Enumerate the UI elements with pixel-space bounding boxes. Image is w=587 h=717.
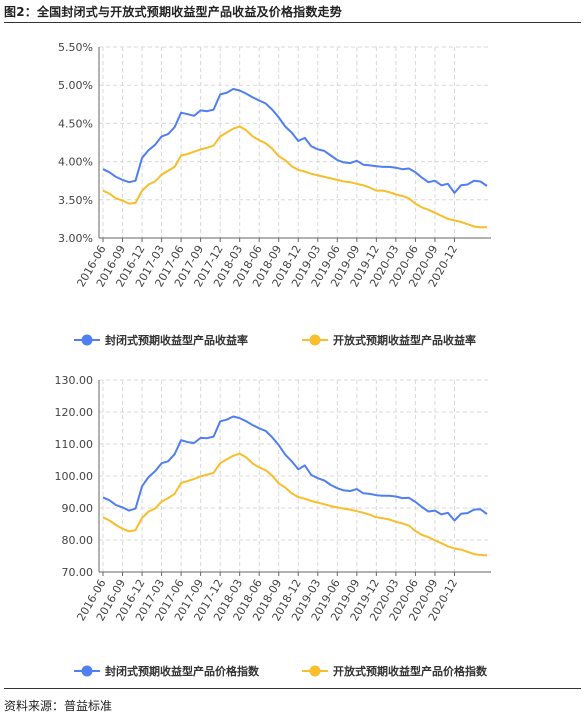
y-tick-label: 4.00% [58,156,93,169]
y-tick-label: 130.00 [55,374,94,387]
series-line-closed [102,88,488,194]
y-tick-label: 5.50% [58,41,93,54]
y-tick-label: 3.50% [58,194,93,207]
legend-label: 封闭式预期收益型产品价格指数 [105,664,260,678]
legend-item-open: 开放式预期收益型产品收益率 [302,333,476,347]
y-tick-label: 110.00 [55,438,94,451]
y-tick-label: 4.50% [58,117,93,130]
series-line-open [102,125,487,229]
legend-marker [81,334,93,346]
legend-marker [81,665,93,677]
legend-label: 开放式预期收益型产品价格指数 [333,664,488,678]
y-tick-label: 5.00% [58,79,93,92]
y-tick-label: 120.00 [55,406,94,419]
legend-marker [309,334,321,346]
y-tick-label: 100.00 [55,470,94,483]
legend-item-closed: 封闭式预期收益型产品价格指数 [74,664,260,678]
price-index-chart: 70.0080.0090.00100.00110.00120.00130.002… [55,374,491,678]
legend-label: 封闭式预期收益型产品收益率 [105,333,248,347]
y-tick-label: 70.00 [62,566,94,579]
y-tick-label: 80.00 [62,534,94,547]
yield-chart: 3.00%3.50%4.00%4.50%5.00%5.50%2016-06201… [58,41,491,347]
legend-item-closed: 封闭式预期收益型产品收益率 [74,333,248,347]
series-line-closed [102,415,488,522]
y-tick-label: 90.00 [62,502,94,515]
y-tick-label: 3.00% [58,232,93,245]
legend-marker [309,665,321,677]
legend-label: 开放式预期收益型产品收益率 [333,333,476,347]
figure-title: 图2：全国封闭式与开放式预期收益型产品收益及价格指数走势 [4,5,342,19]
legend-item-open: 开放式预期收益型产品价格指数 [302,664,488,678]
top-rule [4,22,581,23]
bottom-rule [4,688,581,689]
series-line-open [102,452,488,557]
source-note: 资料来源：普益标准 [4,699,113,713]
